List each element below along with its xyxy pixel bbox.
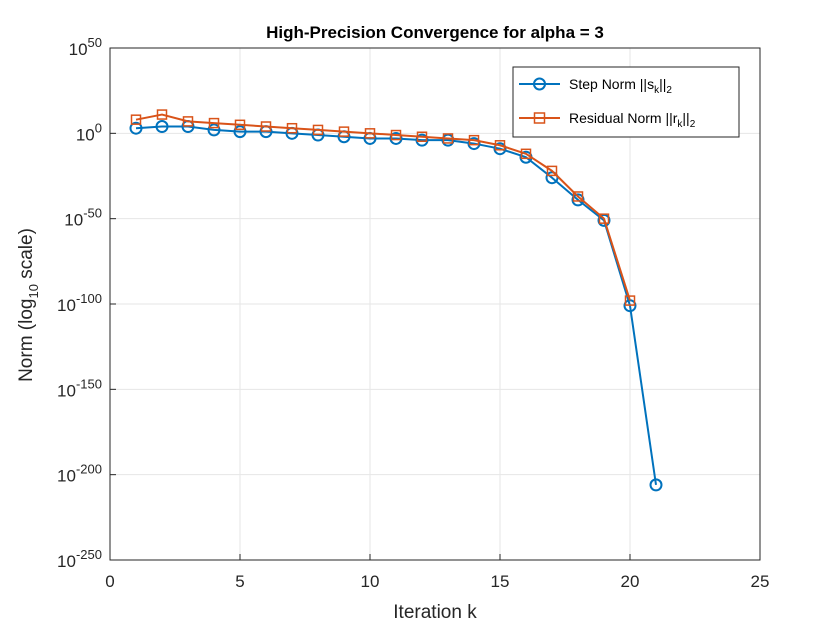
y-tick-exp: -200 [76,462,102,477]
legend-residual-sub: k [677,119,683,130]
x-tick-label: 5 [235,572,244,591]
data-point-residual [546,165,558,177]
data-point-residual [468,134,480,146]
data-point-residual [390,129,402,141]
legend-box [512,66,740,138]
data-point-step [415,133,429,147]
y-tick-base: 10 [57,296,76,315]
y-tick-label: 10-200 [57,462,102,486]
chart-title: High-Precision Convergence for alpha = 3 [266,23,604,42]
legend-residual-marker [533,112,546,124]
series-residual [130,109,636,306]
y-axis-label-sub: 10 [26,284,41,298]
y-tick-exp: 50 [88,35,102,50]
y-tick-base: 10 [57,381,76,400]
data-point-residual [130,114,142,125]
data-point-residual [156,109,168,120]
data-point-step [233,125,247,139]
data-point-residual [442,133,454,144]
data-point-step [467,137,481,151]
series-step [129,120,663,492]
legend-step-post: || [659,76,666,92]
legend: Step Norm ||sk||2 Residual Norm ||rk||2 [512,66,740,138]
data-point-residual [572,191,584,202]
y-tick-label: 10-150 [57,376,102,400]
data-point-step [389,131,403,145]
data-point-step [493,142,507,156]
y-tick-exp: -100 [76,291,102,306]
data-point-residual [364,128,376,139]
y-tick-exp: -250 [76,547,102,562]
y-tick-exp: -50 [83,206,102,221]
legend-step-label: Step Norm ||sk||2 [569,76,672,96]
legend-residual-pre: Residual Norm ||r [569,110,678,126]
x-tick-label: 0 [105,572,114,591]
data-point-residual [312,124,324,136]
data-point-step [649,478,663,492]
x-tick-label: 10 [361,572,380,591]
y-axis-label: Norm (log10 scale) [16,228,41,382]
legend-step-pre: Step Norm ||s [569,76,654,92]
data-point-residual [520,148,532,160]
data-point-step [207,123,221,137]
data-point-residual [208,117,220,129]
y-tick-base: 10 [57,467,76,486]
x-tick-label: 20 [621,572,640,591]
data-point-residual [598,213,610,224]
data-point-step [155,120,169,134]
series-line-step [135,125,657,486]
x-tick-label: 15 [491,572,510,591]
legend-step-marker [533,77,546,91]
legend-entry-step: Step Norm ||sk||2 [519,76,672,96]
x-ticks: 0 5 10 15 20 25 [105,554,769,591]
data-point-residual [494,140,506,151]
data-point-residual [286,122,298,134]
data-point-residual [182,116,194,127]
data-point-residual [234,119,246,131]
data-point-residual [260,121,272,132]
data-point-residual [624,295,636,306]
legend-residual-sub2: 2 [690,119,696,130]
y-tick-base: 10 [57,552,76,571]
legend-entry-residual: Residual Norm ||rk||2 [519,110,696,130]
y-axis-label-pre: Norm (log [16,299,37,382]
data-point-residual [338,126,350,137]
y-tick-base: 10 [76,125,95,144]
y-axis-label-post: scale) [16,228,37,284]
legend-step-sub2: 2 [666,85,672,96]
y-tick-exp: -150 [76,376,102,391]
legend-residual-post: || [682,110,689,126]
legend-residual-label: Residual Norm ||rk||2 [569,110,696,130]
series-layer [129,109,663,492]
y-tick-label: 1050 [69,35,102,59]
x-tick-label: 25 [751,572,770,591]
x-axis-label: Iteration k [393,602,477,623]
data-point-step [129,121,143,135]
y-tick-base: 10 [64,211,83,230]
y-tick-label: 10-100 [57,291,102,315]
y-tick-label: 100 [76,120,102,144]
y-tick-exp: 0 [95,120,102,135]
y-tick-label: 10-50 [64,206,102,230]
y-tick-base: 10 [69,40,88,59]
legend-step-sub: k [654,85,660,96]
y-tick-label: 10-250 [57,547,102,571]
data-point-residual [416,131,428,142]
